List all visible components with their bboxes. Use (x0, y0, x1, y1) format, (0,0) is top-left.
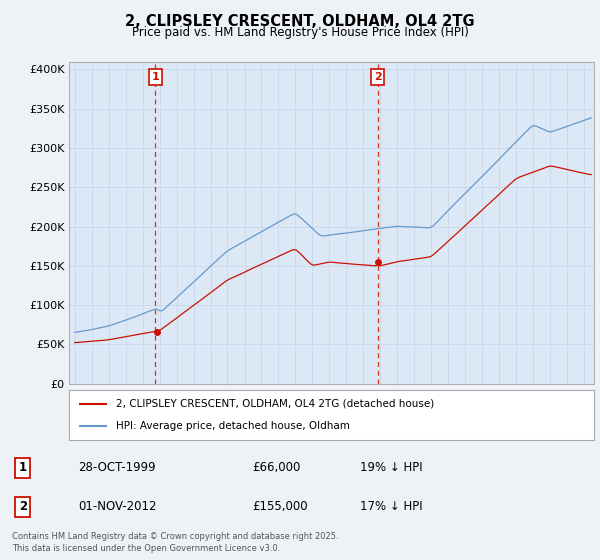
Text: 28-OCT-1999: 28-OCT-1999 (78, 461, 155, 474)
Text: 17% ↓ HPI: 17% ↓ HPI (360, 500, 422, 514)
Text: HPI: Average price, detached house, Oldham: HPI: Average price, detached house, Oldh… (116, 421, 350, 431)
Text: 2: 2 (374, 72, 382, 82)
Text: 2: 2 (19, 500, 27, 514)
Text: £66,000: £66,000 (252, 461, 301, 474)
Text: 1: 1 (19, 461, 27, 474)
Text: Contains HM Land Registry data © Crown copyright and database right 2025.
This d: Contains HM Land Registry data © Crown c… (12, 532, 338, 553)
Text: £155,000: £155,000 (252, 500, 308, 514)
Text: 2, CLIPSLEY CRESCENT, OLDHAM, OL4 2TG (detached house): 2, CLIPSLEY CRESCENT, OLDHAM, OL4 2TG (d… (116, 399, 434, 409)
Text: Price paid vs. HM Land Registry's House Price Index (HPI): Price paid vs. HM Land Registry's House … (131, 26, 469, 39)
Text: 2, CLIPSLEY CRESCENT, OLDHAM, OL4 2TG: 2, CLIPSLEY CRESCENT, OLDHAM, OL4 2TG (125, 14, 475, 29)
Text: 01-NOV-2012: 01-NOV-2012 (78, 500, 157, 514)
Text: 19% ↓ HPI: 19% ↓ HPI (360, 461, 422, 474)
Text: 1: 1 (151, 72, 159, 82)
